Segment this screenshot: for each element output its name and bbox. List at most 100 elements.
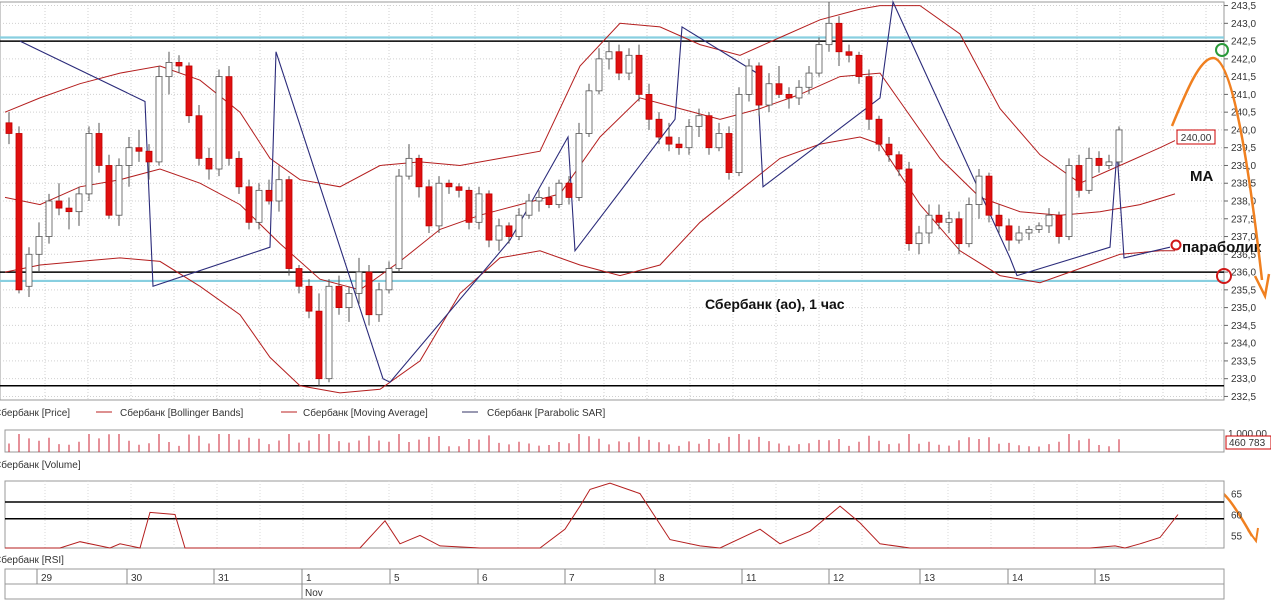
candle-body bbox=[1105, 161, 1113, 166]
candle-body bbox=[835, 22, 843, 53]
candle-body bbox=[995, 214, 1003, 227]
candle-body bbox=[105, 165, 113, 216]
candle-body bbox=[35, 236, 43, 255]
candle-body bbox=[765, 83, 773, 106]
rsi-line bbox=[5, 482, 1179, 549]
candle-body bbox=[435, 182, 443, 227]
candle-body bbox=[225, 76, 233, 159]
candle-body bbox=[655, 118, 663, 138]
candle-body bbox=[125, 147, 133, 166]
annotation-ma: МА bbox=[1190, 168, 1213, 185]
candle-body bbox=[135, 147, 143, 152]
rsi-grid bbox=[44, 481, 1207, 548]
candle-body bbox=[1055, 214, 1063, 237]
day-label: 14 bbox=[1012, 573, 1024, 584]
forecast-arrow-price bbox=[1170, 56, 1264, 281]
marker-circle-top bbox=[1215, 43, 1229, 57]
legend-bollinger: Сбербанк [Bollinger Bands] bbox=[120, 407, 244, 419]
price-axis-label: 237,5 bbox=[1231, 214, 1256, 225]
candle-body bbox=[965, 204, 973, 245]
price-axis-label: 234,5 bbox=[1231, 321, 1256, 332]
candle-body bbox=[515, 214, 523, 237]
volume-panel: 1 000,00 460 783 Сбербанк [Volume] bbox=[0, 429, 1271, 471]
candle-body bbox=[395, 175, 403, 269]
price-axis-label: 242,5 bbox=[1231, 37, 1256, 48]
price-axis-label: 234,0 bbox=[1231, 339, 1256, 350]
price-axis-label: 241,0 bbox=[1231, 90, 1256, 101]
day-label: 30 bbox=[131, 573, 143, 584]
candle-body bbox=[345, 292, 353, 309]
candle-body bbox=[185, 65, 193, 117]
candle-body bbox=[275, 179, 283, 202]
price-axis-label: 238,5 bbox=[1231, 179, 1256, 190]
day-label: 8 bbox=[659, 573, 665, 584]
parabolic-sar-line bbox=[19, 0, 1171, 383]
candle-body bbox=[535, 197, 543, 202]
candle-body bbox=[825, 22, 833, 46]
rsi-levels bbox=[5, 501, 1224, 520]
candle-body bbox=[405, 157, 413, 177]
candle-body bbox=[1045, 214, 1053, 227]
candle-body bbox=[1075, 165, 1083, 191]
legend-rsi: Сбербанк [RSI] bbox=[0, 554, 64, 566]
volume-bars bbox=[8, 434, 1120, 452]
candle-body bbox=[925, 214, 933, 234]
price-axis: 232,5 233,0 233,5 234,0 234,5 235,0 235,5 236,0… bbox=[1224, 1, 1256, 403]
day-label: 31 bbox=[218, 573, 230, 584]
candle-body bbox=[115, 165, 123, 216]
candle-body bbox=[705, 115, 713, 149]
candle-body bbox=[365, 271, 373, 316]
candle-body bbox=[245, 186, 253, 223]
candle-body bbox=[285, 179, 293, 269]
candle-body bbox=[325, 285, 333, 380]
candle-body bbox=[815, 44, 823, 74]
legend-parabolic-sar: Сбербанк [Parabolic SAR] bbox=[487, 407, 606, 419]
candle-body bbox=[935, 214, 943, 223]
volume-last-label: 460 783 bbox=[1229, 438, 1266, 449]
candle-body bbox=[45, 200, 53, 237]
candle-body bbox=[665, 136, 673, 145]
candle-body bbox=[1065, 165, 1073, 237]
candle-body bbox=[855, 54, 863, 78]
candle-body bbox=[625, 54, 633, 74]
candle-body bbox=[545, 197, 553, 205]
candle-body bbox=[215, 76, 223, 170]
day-label: 15 bbox=[1099, 573, 1111, 584]
price-axis-label: 232,5 bbox=[1231, 392, 1256, 403]
candle-body bbox=[415, 157, 423, 188]
price-axis-label: 236,0 bbox=[1231, 268, 1256, 279]
day-label: 7 bbox=[569, 573, 575, 584]
day-label: 1 bbox=[306, 573, 312, 584]
price-legend: Сбербанк [Price] Сбербанк [Bollinger Ban… bbox=[0, 407, 606, 419]
candle-body bbox=[1005, 225, 1013, 241]
bollinger-upper-line bbox=[4, 5, 1176, 188]
candle-body bbox=[1085, 157, 1093, 191]
candle-body bbox=[425, 186, 433, 227]
candle-body bbox=[465, 189, 473, 223]
legend-price: Сбербанк [Price] bbox=[0, 407, 70, 419]
annotations: Сбербанк (ао), 1 час МА параболик bbox=[705, 43, 1271, 544]
rsi-axis-label: 60 bbox=[1231, 511, 1243, 522]
candle-body bbox=[695, 115, 703, 127]
candle-body bbox=[5, 122, 13, 134]
candle-body bbox=[685, 125, 693, 149]
candle-body bbox=[485, 193, 493, 241]
candle-body bbox=[445, 182, 453, 188]
candle-body bbox=[795, 86, 803, 99]
candle-body bbox=[1025, 229, 1033, 234]
parabolic-sar bbox=[19, 0, 1171, 383]
candle-body bbox=[645, 93, 653, 120]
candle-body bbox=[1095, 157, 1103, 166]
candle-body bbox=[1035, 225, 1043, 230]
volume-plot-area bbox=[4, 429, 1225, 453]
candle-body bbox=[605, 51, 613, 60]
rsi-axis: 55 60 65 bbox=[1231, 490, 1243, 543]
forecast-arrowhead-rsi bbox=[1247, 527, 1259, 544]
candle-body bbox=[745, 65, 753, 95]
candle-body bbox=[775, 83, 783, 95]
price-axis-label: 238,0 bbox=[1231, 197, 1256, 208]
time-axis: 29 30 31 1 5 6 7 8 11 12 13 14 15 Nov bbox=[4, 568, 1225, 600]
price-axis-label: 242,0 bbox=[1231, 54, 1256, 65]
price-axis-label: 237,0 bbox=[1231, 232, 1256, 243]
